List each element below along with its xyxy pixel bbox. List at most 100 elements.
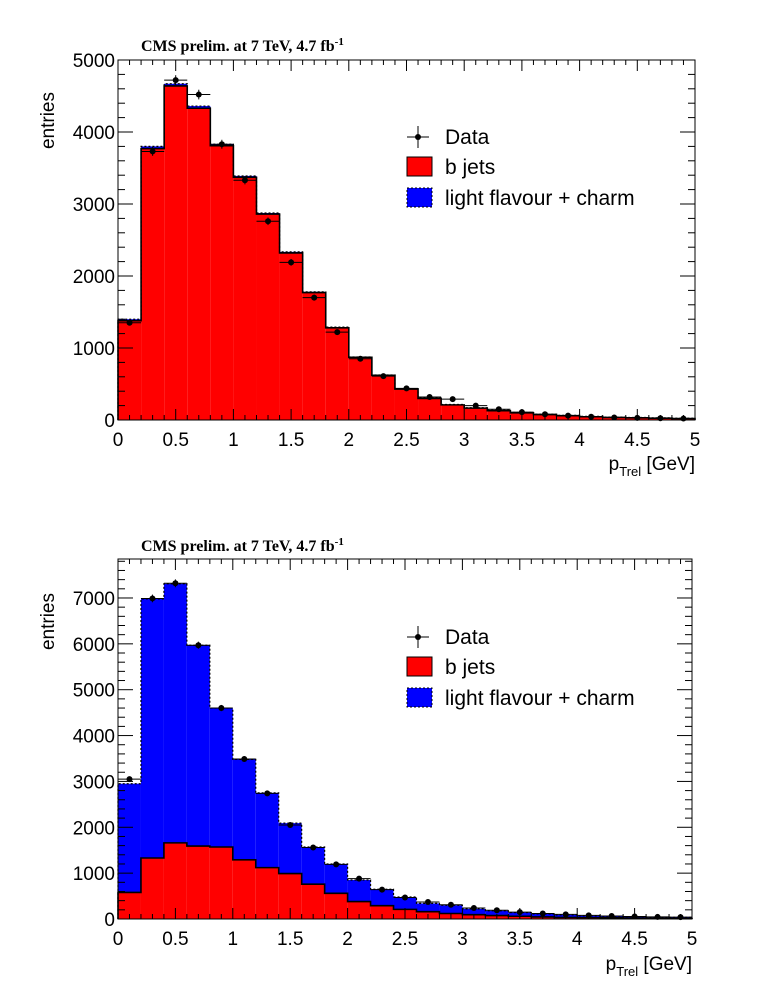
data-point [149, 148, 156, 155]
legend-data-marker [415, 134, 421, 140]
data-point [470, 904, 477, 911]
chart-title: CMS prelim. at 7 TeV, 4.7 fb-1 [141, 36, 344, 55]
data-point [539, 910, 546, 917]
data-point [424, 899, 431, 906]
b-jets-bar [118, 892, 141, 919]
data-point [311, 294, 318, 301]
b-jets-bar [324, 893, 348, 919]
data-point [195, 642, 202, 649]
x-tick-label: 0 [113, 929, 124, 950]
x-axis-label: pTrel [GeV] [609, 454, 695, 479]
light-flavour-bar [255, 792, 279, 868]
data-point [356, 875, 363, 882]
x-tick-label: 3.5 [509, 430, 535, 451]
chart-panel-1: 0 0.5 1 1.5 2 2.5 3 3.5 4 4.5 5 0 1000 2000 3000 4000 50… [38, 36, 700, 479]
b-jets-bar [371, 375, 395, 420]
legend-entry-label: b jets [445, 156, 495, 179]
y-tick-label: 4000 [73, 727, 115, 748]
light-flavour-bar [462, 908, 486, 915]
b-jets-bar [347, 901, 371, 919]
legend-entry-label: Data [445, 126, 490, 149]
x-tick-label: 3 [459, 430, 470, 451]
b-jets-bars [118, 85, 695, 421]
light-flavour-bar [163, 583, 187, 843]
light-flavour-bar [416, 903, 440, 912]
y-tick-label: 1000 [73, 864, 115, 885]
x-axis-label-unit: [GeV] [641, 454, 695, 475]
b-jets-bar [210, 145, 234, 420]
light-flavour-bar [209, 708, 233, 847]
x-axis-label-unit: [GeV] [638, 954, 692, 975]
x-tick-label: 0.5 [162, 430, 188, 451]
data-point [241, 755, 248, 762]
y-tick-label: 1000 [73, 339, 115, 360]
light-flavour-bar [301, 847, 325, 885]
x-axis-label-sub: Trel [619, 464, 641, 479]
data-point [126, 776, 133, 783]
b-jets-bar [370, 905, 394, 919]
data-point [426, 393, 433, 400]
x-axis-label-main: p [609, 454, 620, 475]
y-tick-label: 2000 [73, 818, 115, 839]
x-tick-label: 3 [457, 929, 468, 950]
light-flavour-bar [187, 106, 211, 109]
b-jets-bar [441, 404, 465, 420]
x-tick-label: 5 [690, 430, 701, 451]
y-tick-label: 3000 [73, 772, 115, 793]
y-axis-label: entries [38, 92, 59, 149]
x-axis-label-sub: Trel [616, 964, 638, 979]
x-axis-label: pTrel [GeV] [606, 954, 692, 979]
legend-entry-label: Data [445, 626, 490, 649]
legend-light-flavour-swatch [406, 687, 433, 708]
data-point [334, 329, 341, 336]
data-point [172, 580, 179, 587]
x-tick-label: 1 [228, 929, 239, 950]
light-flavour-bar [347, 880, 371, 902]
data-point [449, 396, 456, 403]
light-flavour-bar [278, 823, 302, 874]
x-tick-label: 2.5 [392, 929, 418, 950]
b-jets-bar [164, 85, 188, 421]
data-point [287, 821, 294, 828]
chart-title-main: CMS prelim. at 7 TeV, 4.7 fb [141, 38, 335, 55]
x-tick-label: 1.5 [278, 430, 304, 451]
x-tick-label: 3.5 [507, 929, 533, 950]
b-jets-bar [464, 408, 488, 420]
x-axis-label-main: p [606, 954, 617, 975]
b-jets-bar [394, 389, 419, 420]
data-point [402, 894, 408, 901]
chart-title-main: CMS prelim. at 7 TeV, 4.7 fb [141, 538, 335, 555]
legend-data-marker [415, 634, 421, 640]
data-point [310, 844, 317, 851]
data-point [472, 402, 479, 409]
x-tick-label: 4.5 [621, 929, 647, 950]
b-jets-bar [255, 867, 279, 919]
data-point [218, 141, 225, 148]
x-axis: 0 0.5 1 1.5 2 2.5 3 3.5 4 4.5 5 [113, 60, 701, 451]
light-flavour-bar [140, 598, 164, 859]
x-tick-label: 4.5 [624, 430, 650, 451]
b-jets-bar [187, 108, 211, 421]
b-jets-bar [418, 398, 442, 420]
data-point [195, 91, 202, 98]
data-point [172, 77, 179, 84]
x-tick-label: 0 [113, 430, 124, 451]
y-tick-label: 0 [104, 411, 115, 432]
chart-panel-2: 0 0.5 1 1.5 2 2.5 3 3.5 4 4.5 5 0 1000 2000 3000 4000 50… [38, 536, 697, 979]
b-jets-bar [278, 873, 302, 919]
x-tick-label: 5 [687, 929, 698, 950]
data-point [149, 595, 156, 602]
chart-title-superscript: -1 [335, 36, 344, 48]
data-point [333, 861, 340, 868]
y-tick-label: 0 [104, 910, 115, 931]
light-flavour-bar [393, 896, 417, 910]
y-tick-label: 7000 [73, 589, 115, 610]
b-jets-bar [279, 252, 303, 420]
chart-title-superscript: -1 [335, 536, 344, 548]
y-axis: 0 1000 2000 3000 4000 5000 6000 7000 [73, 560, 692, 931]
legend-entry-label: b jets [445, 656, 495, 679]
legend-b-jets-swatch [406, 156, 433, 177]
x-tick-label: 2 [344, 430, 355, 451]
x-tick-label: 1 [228, 430, 239, 451]
data-point [447, 901, 454, 908]
